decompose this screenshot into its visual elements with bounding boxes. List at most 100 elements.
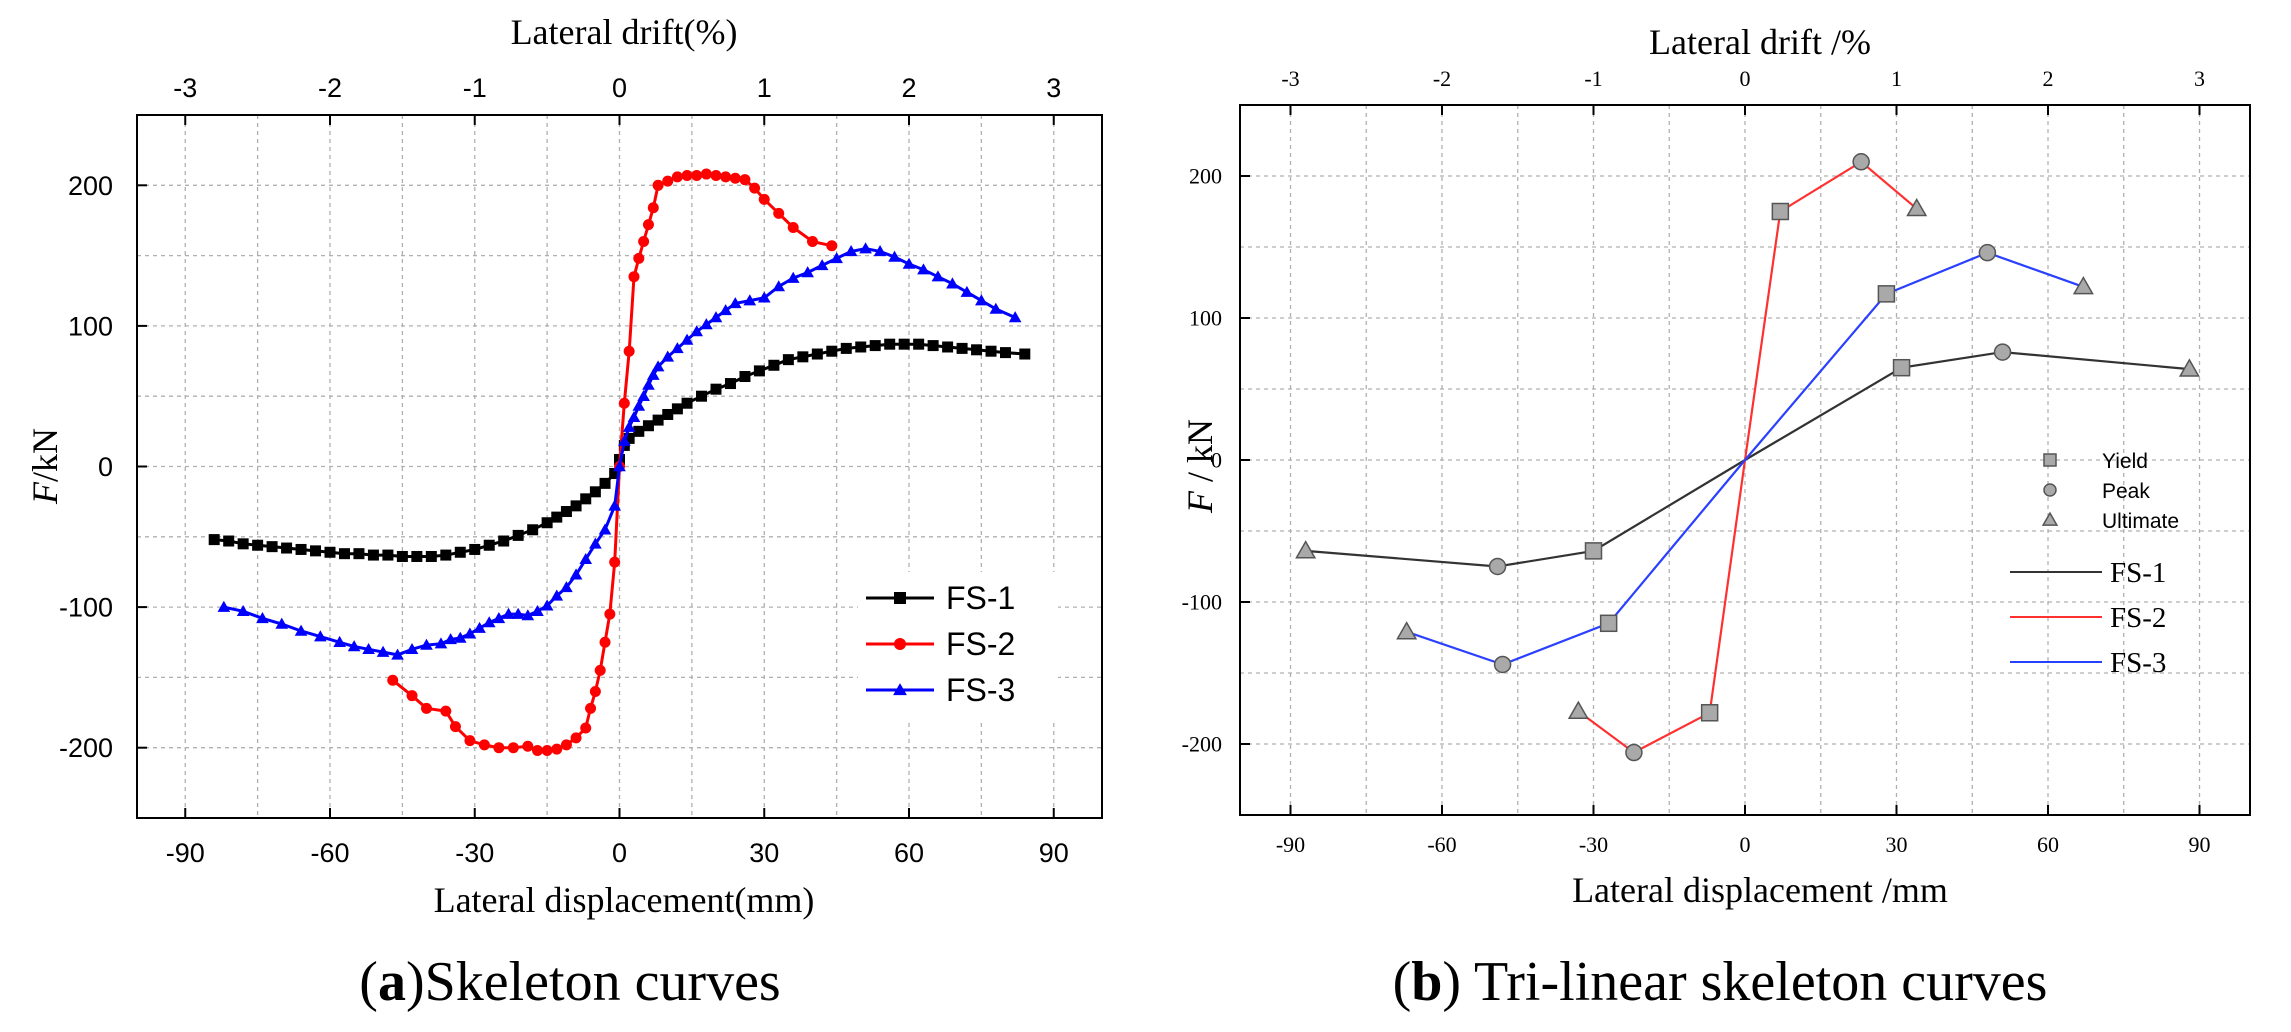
a-point-fs-2-27 <box>638 236 650 248</box>
panel-b-y-axis-label-symbol: F <box>1180 490 1220 514</box>
b-y-tick-label-2: 0 <box>1211 448 1222 473</box>
a-point-fs-1-45 <box>768 359 780 371</box>
panel-b-caption: (b) Tri-linear skeleton curves <box>1393 951 2048 1013</box>
b-legend-label-yield: Yield <box>2102 450 2148 473</box>
a-x-tick-label-1: -60 <box>310 838 349 868</box>
a-point-fs-3-55 <box>830 252 843 264</box>
a-point-fs-1-40 <box>696 390 708 402</box>
a-point-fs-1-5 <box>281 542 293 554</box>
a-point-fs-3-11 <box>405 642 419 655</box>
a-point-fs-3-12 <box>420 638 433 650</box>
a-point-fs-1-26 <box>570 500 582 512</box>
a-point-fs-2-23 <box>618 397 630 409</box>
a-point-fs-2-24 <box>623 345 635 357</box>
b-x-tick-label-2: -30 <box>1579 832 1608 857</box>
a-point-fs-3-10 <box>391 648 404 660</box>
a-point-fs-3-33 <box>618 434 631 446</box>
b-point-fs-1-6 <box>2178 358 2200 377</box>
a-point-fs-3-17 <box>473 621 486 633</box>
a-point-fs-2-7 <box>493 742 505 754</box>
a-point-fs-2-3 <box>440 705 452 717</box>
a-point-fs-3-21 <box>511 607 525 619</box>
a-point-fs-2-16 <box>585 702 597 714</box>
a-x2-tick-label-6: 3 <box>1046 73 1061 103</box>
a-point-fs-1-3 <box>252 539 264 551</box>
a-point-fs-2-44 <box>807 236 818 248</box>
b-legend-label-fs-1: FS-1 <box>2110 557 2166 589</box>
a-point-fs-2-30 <box>652 179 664 191</box>
a-point-fs-3-31 <box>608 499 621 511</box>
a-point-fs-1-48 <box>811 348 823 360</box>
a-point-fs-2-21 <box>609 556 621 568</box>
a-point-fs-3-25 <box>550 589 564 601</box>
a-point-fs-1-60 <box>985 345 997 357</box>
a-point-fs-1-16 <box>440 549 452 561</box>
a-point-fs-1-6 <box>295 543 307 555</box>
a-point-fs-2-38 <box>729 172 741 184</box>
a-point-fs-3-60 <box>902 257 916 269</box>
b-x2-tick-label-4: 1 <box>1891 66 1902 91</box>
b-point-fs-3-2 <box>1599 614 1618 633</box>
a-point-fs-1-14 <box>411 550 423 562</box>
a-point-fs-1-30 <box>609 468 621 480</box>
b-x2-tick-label-3: 0 <box>1740 66 1751 91</box>
a-x2-tick-label-1: -2 <box>318 73 342 103</box>
a-series-line-fs-2 <box>391 172 833 752</box>
b-legend-marker-ultimate <box>2041 511 2059 526</box>
a-point-fs-3-56 <box>844 245 858 257</box>
a-point-fs-3-58 <box>873 245 887 257</box>
a-point-fs-1-11 <box>367 549 379 561</box>
a-point-fs-1-56 <box>927 340 939 352</box>
a-point-fs-2-37 <box>720 171 732 183</box>
a-legend-label-fs-3: FS-3 <box>946 672 1015 708</box>
a-point-fs-3-67 <box>1008 311 1022 323</box>
a-point-fs-1-18 <box>469 543 481 555</box>
b-series-line-fs-1 <box>1305 350 2190 568</box>
a-x2-tick-label-4: 1 <box>757 73 772 103</box>
b-point-fs-3-1 <box>1493 655 1512 674</box>
b-point-fs-2-4 <box>1771 202 1790 221</box>
a-point-fs-2-6 <box>478 739 490 751</box>
a-point-fs-2-35 <box>700 168 712 180</box>
a-point-fs-1-49 <box>826 345 838 357</box>
a-point-fs-1-12 <box>382 549 394 561</box>
panel-a-series <box>208 168 1031 757</box>
a-point-fs-3-59 <box>888 250 901 262</box>
a-point-fs-1-50 <box>840 342 852 354</box>
a-point-fs-1-42 <box>724 378 736 390</box>
b-x2-tick-label-5: 2 <box>2043 66 2054 91</box>
b-legend-label-peak: Peak <box>2102 480 2150 503</box>
a-point-fs-3-32 <box>613 460 626 472</box>
a-point-fs-3-44 <box>690 325 704 337</box>
a-point-fs-1-43 <box>739 371 751 383</box>
a-point-fs-3-23 <box>531 604 544 617</box>
b-series-fs-3 <box>1396 243 2094 674</box>
a-y-tick-label-0: -200 <box>59 733 113 763</box>
a-point-fs-1-8 <box>324 546 336 558</box>
a-point-fs-3-26 <box>560 581 573 593</box>
panel-b-ticks: -90 -60 -30 0 30 60 90 -200 -100 0 100 200 -3 -2 -1 0 1 2… <box>1182 66 2211 857</box>
a-point-fs-3-28 <box>579 552 593 565</box>
a-point-fs-3-3 <box>275 617 289 629</box>
a-x-tick-label-4: 30 <box>749 838 779 868</box>
a-legend-label-fs-1: FS-1 <box>946 580 1015 616</box>
b-x2-tick-label-2: -1 <box>1584 66 1602 91</box>
a-x2-tick-label-2: -1 <box>463 73 487 103</box>
a-point-fs-3-9 <box>376 645 390 657</box>
a-point-fs-1-15 <box>425 550 437 562</box>
b-legend-label-fs-2: FS-2 <box>2110 602 2166 634</box>
a-point-fs-2-8 <box>507 742 519 754</box>
b-point-fs-3-6 <box>2072 276 2094 295</box>
a-point-fs-3-18 <box>482 616 496 628</box>
a-point-fs-1-4 <box>266 541 278 553</box>
b-y-tick-label-3: 100 <box>1189 306 1222 331</box>
panel-a-caption-text: Skeleton curves <box>425 951 781 1013</box>
b-series-fs-1 <box>1295 343 2200 576</box>
a-point-fs-3-27 <box>569 568 583 580</box>
panel-b-x-axis-label: Lateral displacement /mm <box>1572 870 1948 910</box>
a-point-fs-2-17 <box>589 685 601 697</box>
b-legend-marker-yield <box>2043 453 2057 467</box>
b-point-fs-1-5 <box>1993 343 2012 361</box>
a-point-fs-1-21 <box>512 529 524 541</box>
a-point-fs-1-58 <box>956 342 968 354</box>
